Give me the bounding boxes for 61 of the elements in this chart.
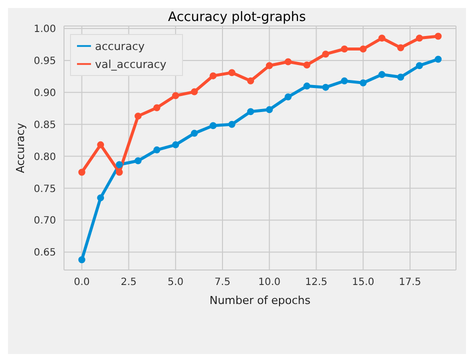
point (247, 108, 254, 116)
point (78, 256, 86, 264)
point (210, 122, 217, 130)
point (228, 69, 236, 76)
point (434, 32, 442, 40)
point (360, 45, 367, 52)
x-tick-label: 12.5 (305, 277, 328, 288)
point (434, 56, 442, 63)
x-tick-label: 15.0 (352, 277, 374, 288)
point (340, 77, 348, 84)
point (116, 161, 123, 168)
point (190, 130, 198, 137)
point (416, 34, 423, 42)
point (340, 45, 348, 52)
x-tick-label: 7.5 (214, 277, 230, 288)
point (97, 141, 104, 148)
x-tick-label: 5.0 (168, 277, 184, 288)
point (378, 71, 386, 78)
point (322, 50, 330, 58)
point (266, 106, 273, 114)
chart-title: Accuracy plot-graphs (167, 10, 307, 25)
point (397, 44, 404, 52)
point (397, 74, 404, 81)
legend-label: accuracy (95, 40, 145, 53)
y-tick-label: 0.85 (34, 120, 56, 131)
point (210, 72, 217, 80)
y-tick-label: 0.65 (34, 248, 56, 259)
y-axis-title: Accuracy (14, 122, 27, 174)
point (284, 93, 292, 100)
point (153, 104, 160, 112)
y-tick-label: 0.80 (34, 152, 56, 163)
y-tick-label: 0.75 (34, 184, 56, 195)
point (97, 194, 104, 202)
point (303, 61, 310, 68)
point (78, 168, 86, 176)
y-tick-label: 1.00 (34, 24, 56, 36)
point (247, 77, 254, 84)
point (360, 79, 367, 86)
x-tick-label: 0.0 (74, 277, 90, 288)
y-tick-label: 0.90 (34, 88, 56, 99)
legend-label: val_accuracy (95, 58, 166, 71)
point (228, 120, 236, 128)
point (153, 146, 160, 154)
x-axis-title: Number of epochs (209, 294, 311, 307)
point (416, 62, 423, 70)
point (378, 34, 386, 42)
x-tick-label: 10.0 (258, 277, 281, 288)
point (190, 88, 198, 96)
point (116, 168, 123, 176)
point (322, 84, 330, 91)
x-tick-label: 2.5 (120, 277, 137, 288)
point (284, 58, 292, 66)
point (266, 62, 273, 70)
point (172, 141, 180, 148)
y-tick-label: 0.70 (34, 216, 56, 227)
y-tick-label: 0.95 (34, 56, 56, 68)
point (134, 157, 142, 164)
point (172, 92, 180, 100)
point (303, 82, 310, 90)
point (134, 112, 142, 120)
x-tick-label: 17.5 (398, 277, 422, 288)
